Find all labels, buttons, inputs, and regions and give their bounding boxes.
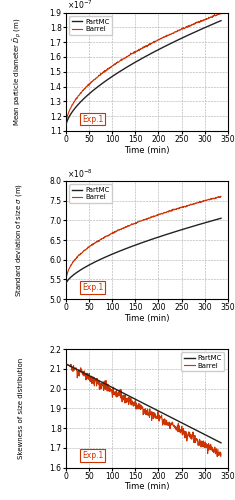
Legend: PartMC, Barrel: PartMC, Barrel: [69, 184, 112, 203]
Text: $\times10^{-7}$: $\times10^{-7}$: [67, 0, 93, 12]
X-axis label: Time (min): Time (min): [124, 314, 170, 323]
Y-axis label: Mean particle diameter $\bar{D}_p$ (m): Mean particle diameter $\bar{D}_p$ (m): [11, 18, 24, 126]
Text: Exp.1: Exp.1: [82, 283, 103, 292]
Y-axis label: Skewness of size distribution: Skewness of size distribution: [18, 358, 24, 459]
Legend: PartMC, Barrel: PartMC, Barrel: [181, 352, 224, 372]
Legend: PartMC, Barrel: PartMC, Barrel: [69, 16, 112, 35]
X-axis label: Time (min): Time (min): [124, 482, 170, 491]
Text: Exp.1: Exp.1: [82, 114, 103, 124]
X-axis label: Time (min): Time (min): [124, 146, 170, 154]
Text: Exp.1: Exp.1: [82, 451, 103, 460]
Text: $\times10^{-8}$: $\times10^{-8}$: [67, 167, 93, 179]
Y-axis label: Standard deviation of size $\sigma$ (m): Standard deviation of size $\sigma$ (m): [14, 183, 24, 297]
